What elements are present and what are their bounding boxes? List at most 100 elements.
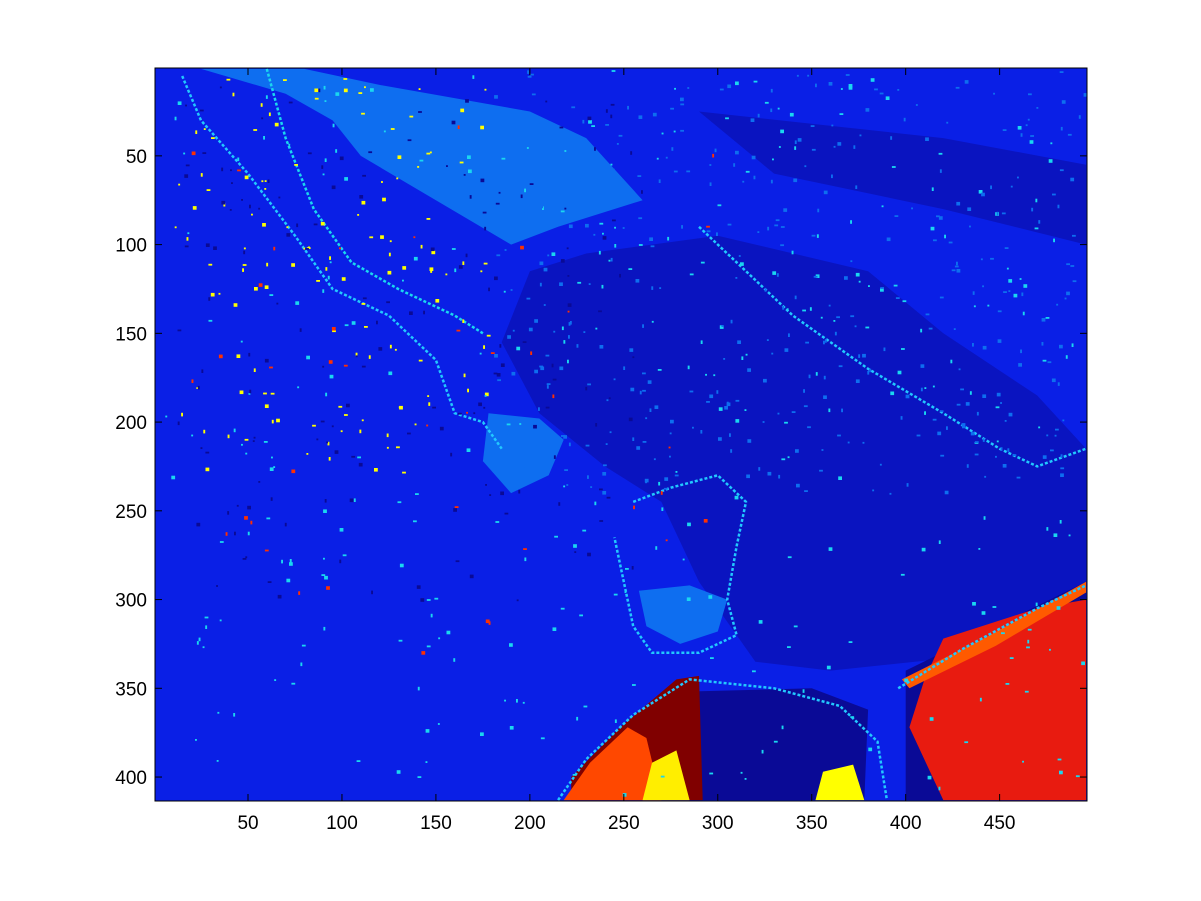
speckle (362, 174, 366, 177)
speckle (629, 348, 634, 352)
speckle (1013, 293, 1018, 298)
speckle (1001, 212, 1006, 215)
speckle (758, 467, 761, 471)
speckle (920, 387, 923, 392)
speckle (498, 191, 501, 194)
speckle (1008, 279, 1013, 283)
speckle (264, 404, 269, 408)
speckle (241, 443, 243, 446)
speckle (218, 292, 221, 295)
speckle (1057, 204, 1060, 209)
speckle (438, 637, 441, 640)
speckle (689, 273, 694, 276)
light-blue-speckles (493, 70, 1087, 495)
heatmap-edge-lines (181, 68, 1087, 801)
speckle (466, 411, 468, 414)
speckle (574, 551, 577, 553)
speckle (944, 234, 946, 239)
speckle (967, 207, 972, 211)
speckle (1008, 412, 1013, 417)
speckle (264, 358, 269, 363)
speckle (1083, 93, 1087, 97)
speckle (463, 174, 466, 176)
speckle (539, 261, 544, 266)
region-lower-island (638, 585, 728, 644)
speckle (482, 211, 487, 214)
speckle (686, 597, 691, 601)
speckle (983, 516, 986, 520)
speckle (263, 392, 267, 395)
speckle (417, 686, 420, 691)
speckle (929, 717, 934, 721)
speckle (804, 490, 808, 492)
speckle (751, 155, 756, 160)
speckle (191, 379, 194, 383)
speckle (652, 112, 657, 117)
speckle (939, 296, 944, 299)
speckle (780, 129, 784, 134)
speckle (1054, 434, 1057, 437)
speckle (791, 250, 794, 255)
speckle (881, 205, 884, 208)
speckle (429, 151, 432, 154)
speckle (753, 175, 756, 180)
speckle (1029, 140, 1034, 144)
speckle (494, 354, 498, 358)
speckle (653, 458, 656, 461)
speckle (956, 269, 961, 273)
speckle (624, 591, 627, 594)
speckle (960, 388, 964, 391)
speckle (271, 456, 273, 459)
speckle (583, 331, 586, 333)
speckle (680, 97, 684, 102)
speckle (665, 156, 668, 159)
speckle (335, 92, 340, 96)
speckle (414, 423, 417, 426)
speckle (706, 230, 711, 233)
speckle (614, 244, 617, 248)
speckle (426, 645, 431, 648)
speckle (355, 352, 358, 357)
speckle (236, 504, 239, 507)
speckle (831, 174, 833, 179)
speckle (551, 363, 554, 368)
speckle (771, 352, 774, 355)
speckle (558, 502, 561, 506)
speckle (428, 402, 431, 406)
speckle (630, 151, 633, 155)
speckle (740, 262, 744, 266)
speckle (733, 163, 736, 167)
speckle (874, 88, 878, 91)
speckle (318, 88, 321, 93)
speckle (564, 207, 567, 210)
speckle (804, 165, 807, 168)
speckle (425, 729, 430, 733)
speckle (273, 466, 276, 468)
speckle (237, 157, 240, 162)
speckle (252, 440, 255, 442)
speckle (329, 374, 334, 379)
speckle (726, 402, 731, 407)
speckle (274, 679, 277, 681)
speckle (659, 287, 662, 289)
speckle (291, 682, 296, 685)
speckle (777, 107, 780, 110)
speckle (1070, 265, 1075, 267)
speckle (1000, 447, 1003, 451)
speckle (610, 163, 613, 166)
speckle (530, 351, 533, 355)
speckle (661, 132, 664, 135)
speckle (263, 136, 265, 140)
speckle (924, 411, 926, 415)
speckle (248, 393, 251, 395)
speckle (288, 101, 293, 104)
speckle (744, 778, 747, 780)
speckle (314, 88, 319, 93)
speckle (680, 129, 684, 132)
speckle (815, 274, 820, 278)
speckle (253, 129, 258, 131)
speckle (1053, 533, 1058, 537)
speckle (675, 471, 678, 473)
speckle (673, 130, 676, 133)
speckle (1035, 602, 1038, 607)
